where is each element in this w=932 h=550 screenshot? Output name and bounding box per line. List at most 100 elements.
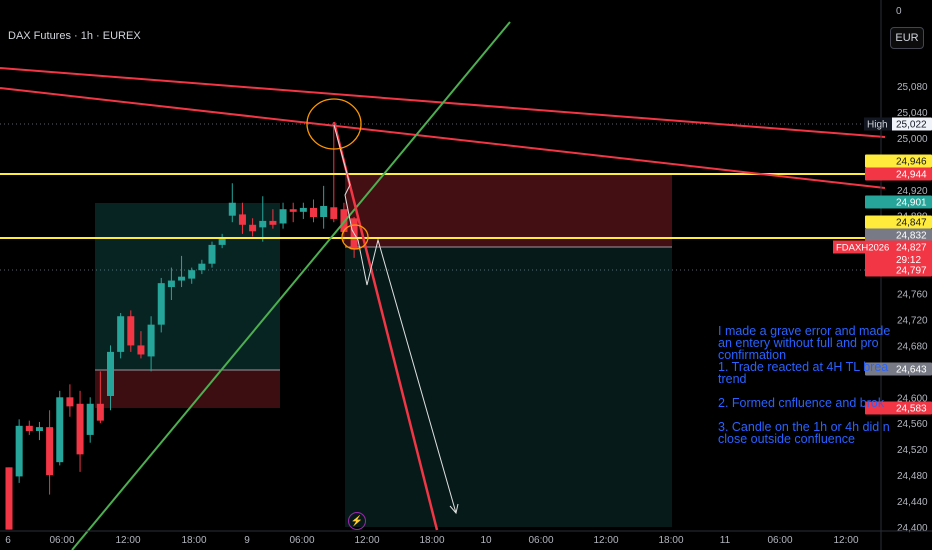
price-label-value: 25,022 <box>896 120 927 131</box>
green-trendline <box>71 21 511 550</box>
candle-body <box>238 214 246 225</box>
x-tick-label: 9 <box>244 535 250 546</box>
candle-body <box>5 467 13 530</box>
candle <box>279 202 287 229</box>
y-tick-label: 24,520 <box>897 445 928 456</box>
candle <box>56 390 64 466</box>
candle-body <box>249 224 257 232</box>
y-tick-label: 25,040 <box>897 108 928 119</box>
short-target-zone <box>345 247 672 527</box>
candle-body <box>208 244 216 264</box>
x-tick-label: 10 <box>480 535 492 546</box>
high-tag-label: High <box>867 120 888 131</box>
symbol-tag-label: FDAXH2026 <box>836 243 889 254</box>
price-label-value: 24,946 <box>896 157 927 168</box>
y-tick-label: 25,080 <box>897 82 928 93</box>
price-label-value: 24,944 <box>896 170 927 181</box>
price-label-box <box>865 154 932 168</box>
short-stop-zone <box>345 175 672 247</box>
y-tick-label: 24,760 <box>897 290 928 301</box>
text-note[interactable]: I made a grave error and made an entery … <box>718 325 932 455</box>
x-tick-label: 12:00 <box>593 535 618 546</box>
price-label-box <box>865 228 932 242</box>
top-scale-value: 0 <box>896 6 902 17</box>
candle-body <box>96 403 104 421</box>
price-label-value: 24,832 <box>896 231 927 242</box>
note-line-3: 1. Trade reacted at 4H TL brea <box>718 360 889 374</box>
candle <box>167 267 175 301</box>
y-tick-label: 24,680 <box>897 341 928 352</box>
candle <box>46 410 54 495</box>
candle <box>178 255 186 288</box>
x-tick-label: 06:00 <box>528 535 553 546</box>
candle <box>310 199 317 223</box>
candle-body <box>56 397 64 463</box>
projection-arrowhead <box>449 503 459 515</box>
candle-body <box>299 207 307 212</box>
candle-body <box>198 263 206 271</box>
candle-body <box>107 351 114 396</box>
x-tick-label: 06:00 <box>289 535 314 546</box>
currency-button[interactable]: EUR <box>890 27 924 49</box>
candle-body <box>46 427 54 476</box>
candle-body <box>228 202 236 216</box>
note-line-0: I made a grave error and made <box>718 325 891 338</box>
symbol-tag-box <box>833 240 887 254</box>
candle-body <box>310 207 317 218</box>
confluence-ellipse <box>341 224 369 250</box>
price-label-box <box>865 263 932 277</box>
candle <box>157 277 165 333</box>
y-tick-label: 24,400 <box>897 523 928 534</box>
candle-body <box>279 209 287 224</box>
y-tick-label: 24,440 <box>897 497 928 508</box>
candle <box>5 467 13 530</box>
price-label-value: 24,583 <box>896 404 927 415</box>
high-ellipse <box>306 98 362 150</box>
x-tick-label: 18:00 <box>181 535 206 546</box>
candle-body <box>35 427 43 432</box>
y-tick-label: 24,480 <box>897 471 928 482</box>
candle <box>86 397 94 443</box>
x-tick-label: 12:00 <box>115 535 140 546</box>
candle <box>66 384 74 417</box>
candle <box>107 345 114 411</box>
x-tick-label: 11 <box>720 535 731 546</box>
candle <box>117 312 125 359</box>
note-line-4: trend <box>718 372 747 386</box>
candle-body <box>157 283 165 325</box>
candle <box>198 259 206 275</box>
x-tick-label: 12:00 <box>354 535 379 546</box>
note-line-2: confirmation <box>718 348 787 362</box>
x-tick-label: 06:00 <box>49 535 74 546</box>
candle-body <box>178 276 186 281</box>
candle-body <box>340 209 348 232</box>
price-label-box <box>865 195 932 209</box>
price-label-value: 24,847 <box>896 218 927 229</box>
candle-body <box>259 220 267 228</box>
price-label-box <box>865 401 932 415</box>
candle <box>259 196 267 242</box>
candle <box>15 419 23 483</box>
x-tick-label: 6 <box>5 535 11 546</box>
note-line-8: 3. Candle on the 1h or 4h did n <box>718 420 890 434</box>
candle-body <box>167 280 175 288</box>
candle-body <box>127 316 135 346</box>
lightning-icon[interactable]: ⚡ <box>348 512 366 530</box>
candle <box>238 202 246 234</box>
candle-body <box>66 397 74 407</box>
x-tick-label: 12:00 <box>833 535 858 546</box>
symbol-legend[interactable]: DAX Futures · 1h · EUREX <box>8 30 141 42</box>
candle <box>218 233 226 249</box>
red-trendline-lower <box>0 87 886 189</box>
candle <box>299 202 307 219</box>
candle-body <box>117 316 125 352</box>
countdown-label: 29:12 <box>896 255 921 266</box>
price-label-value: 24,643 <box>896 365 927 376</box>
price-label-box <box>865 167 932 181</box>
candle-body <box>269 220 277 225</box>
candle-body <box>188 270 196 279</box>
candle-body <box>137 345 145 355</box>
y-tick-label: 24,920 <box>897 186 928 197</box>
y-tick-label: 25,000 <box>897 134 928 145</box>
